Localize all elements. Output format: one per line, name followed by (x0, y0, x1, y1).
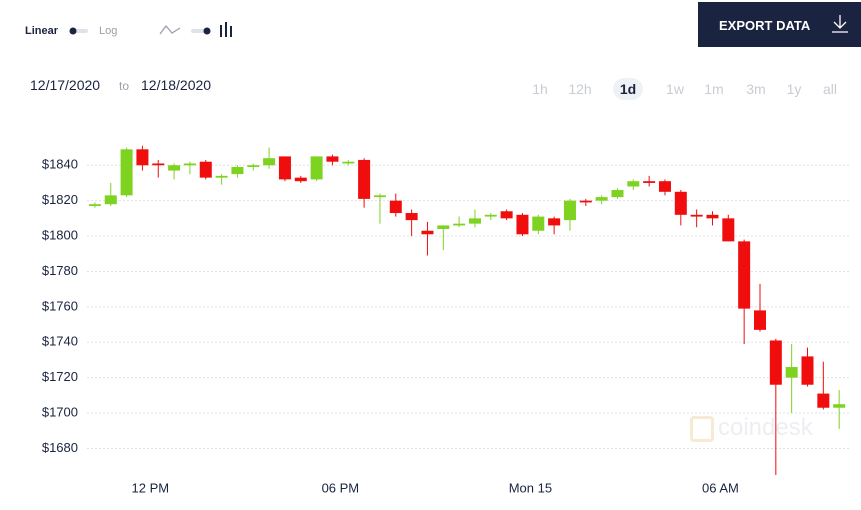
candle-body (389, 200, 402, 214)
candle-body (104, 195, 117, 205)
chart-style-toggle[interactable] (158, 20, 238, 42)
x-tick-label: 06 AM (702, 480, 739, 495)
range-button[interactable]: 1m (704, 81, 724, 97)
x-tick-label: Mon 15 (509, 480, 552, 495)
candle-body (643, 181, 656, 183)
y-tick-label: $1740 (42, 334, 78, 349)
candle-body (484, 214, 497, 217)
candle-body (183, 163, 196, 166)
candle-body (373, 195, 386, 198)
candle-body (468, 218, 481, 224)
log-option[interactable]: Log (99, 25, 118, 37)
candle-body (516, 214, 529, 235)
y-tick-label: $1820 (42, 192, 78, 207)
range-button[interactable]: 1d (613, 78, 643, 100)
date-separator: to (119, 79, 130, 93)
candle-body (326, 156, 339, 162)
candle-body (769, 340, 782, 385)
candle-body (152, 163, 165, 166)
candle-body (231, 167, 244, 175)
candle-body (136, 149, 149, 166)
y-tick-label: $1700 (42, 404, 78, 419)
candle-body (706, 214, 719, 219)
candle-body (215, 175, 228, 178)
date-from[interactable]: 12/17/2020 (30, 77, 101, 93)
candle-body (658, 181, 671, 192)
range-button[interactable]: 12h (568, 81, 592, 97)
candle-body (579, 200, 592, 203)
export-button[interactable]: EXPORT DATA (698, 2, 861, 47)
candle-body (674, 191, 687, 215)
watermark: coindesk (690, 414, 813, 442)
y-tick-label: $1720 (42, 369, 78, 384)
candle-body (120, 149, 133, 196)
range-button[interactable]: 1y (786, 81, 802, 97)
candle-body (627, 181, 640, 187)
y-tick-label: $1840 (42, 157, 78, 172)
candle-body (833, 404, 846, 408)
candle-body (563, 200, 576, 221)
y-tick-label: $1800 (42, 227, 78, 242)
range-button[interactable]: 1h (532, 81, 548, 97)
date-to[interactable]: 12/18/2020 (141, 77, 212, 93)
x-tick-label: 12 PM (132, 480, 170, 495)
range-button[interactable]: 1w (666, 81, 684, 97)
watermark-text: coindesk (718, 414, 813, 441)
linear-option[interactable]: Linear (25, 25, 59, 37)
y-tick-label: $1780 (42, 263, 78, 278)
candle-body (437, 225, 450, 229)
download-icon (832, 15, 848, 33)
candle-body (358, 159, 371, 199)
candle-body (738, 241, 751, 309)
candle-body (500, 211, 513, 219)
candle-body (278, 156, 291, 180)
candle-body (263, 158, 276, 166)
candle-body (611, 190, 624, 198)
candle-body (595, 197, 608, 201)
y-tick-label: $1760 (42, 298, 78, 313)
candle-body (532, 216, 545, 231)
candle-body (405, 213, 418, 221)
candle-body (342, 161, 355, 164)
y-tick-label: $1680 (42, 440, 78, 455)
scale-toggle[interactable] (68, 26, 90, 36)
candle-body (548, 218, 561, 226)
range-button[interactable]: all (822, 81, 837, 97)
candle-body (294, 177, 307, 182)
candle-body (247, 165, 260, 168)
candle-body (421, 230, 434, 235)
candle-body (785, 367, 798, 378)
candle-body (168, 165, 181, 171)
candle-body (690, 214, 703, 217)
candle-body (722, 218, 735, 242)
candle-body (88, 204, 101, 206)
candle-body (453, 223, 466, 226)
candle-body (199, 161, 212, 178)
candle-body (801, 356, 814, 385)
candle-body (817, 393, 830, 408)
candle-body (310, 156, 323, 180)
candle-body (753, 310, 766, 330)
export-label: EXPORT DATA (719, 18, 811, 33)
x-tick-label: 06 PM (322, 480, 360, 495)
range-button[interactable]: 3m (746, 81, 766, 97)
